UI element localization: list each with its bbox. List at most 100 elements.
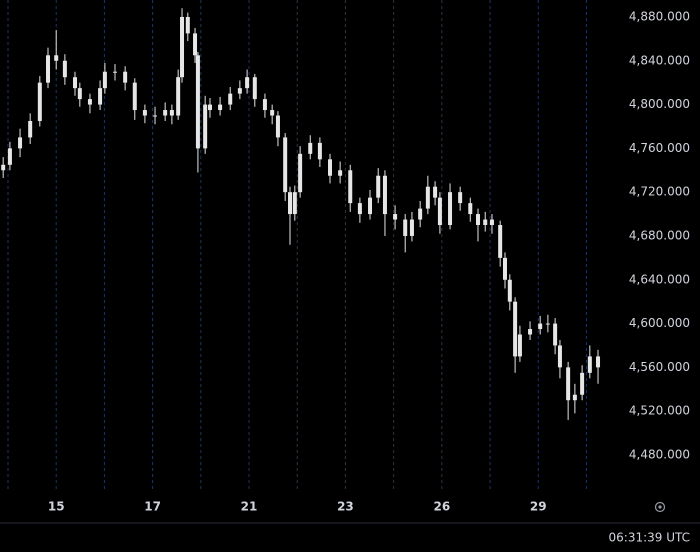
candle-body — [287, 192, 292, 215]
candle-body — [46, 55, 51, 83]
y-tick-label: 4,480.000 — [629, 447, 690, 461]
candle-body — [18, 137, 23, 149]
candle-body — [275, 115, 280, 138]
candle-body — [498, 225, 503, 258]
candle-body — [528, 329, 533, 335]
candle-body — [513, 301, 518, 357]
y-tick-label: 4,720.000 — [629, 185, 690, 199]
candle-body — [163, 110, 168, 116]
y-tick-label: 4,800.000 — [629, 97, 690, 111]
candle-body — [123, 71, 128, 83]
candle-body — [195, 55, 200, 149]
candle-body — [270, 110, 275, 116]
candle-body — [62, 60, 67, 78]
candle-body — [37, 82, 42, 121]
candle-body — [517, 334, 522, 357]
candle-body — [418, 208, 423, 220]
candle-body — [228, 93, 233, 105]
candle-body — [102, 71, 107, 89]
candle-body — [557, 345, 562, 368]
candle-body — [596, 356, 601, 368]
y-tick-label: 4,840.000 — [629, 53, 690, 67]
settings-icon[interactable] — [654, 501, 666, 513]
candle-body — [54, 55, 59, 61]
candle-body — [489, 219, 494, 226]
candle-body — [545, 323, 550, 325]
candle-body — [409, 219, 414, 236]
settings-ring — [654, 501, 666, 513]
candle-body — [1, 164, 6, 171]
x-tick-label: 17 — [144, 500, 161, 514]
candle-body — [553, 323, 558, 346]
candle-body — [393, 214, 398, 220]
candle-body — [207, 104, 212, 111]
plot: 15 17 21 23 26 29 4,480.000 4,520.000 4,560.000 4… — [1, 0, 690, 514]
x-tick-label: 29 — [530, 500, 547, 514]
candle-body — [245, 77, 250, 89]
candle-body — [237, 88, 242, 94]
candle-body — [252, 77, 257, 100]
candle-body — [507, 279, 512, 302]
candle-body — [572, 394, 577, 401]
candle-body — [283, 137, 288, 193]
candle-body — [73, 77, 78, 89]
candle-body — [376, 175, 381, 198]
x-tick-label: 21 — [241, 500, 258, 514]
candle-body — [437, 197, 442, 226]
x-tick-label: 26 — [433, 500, 450, 514]
candle-body — [193, 33, 198, 56]
y-tick-label: 4,880.000 — [629, 9, 690, 23]
y-tick-label: 4,560.000 — [629, 360, 690, 374]
candle-body — [185, 16, 190, 34]
candle-body — [328, 159, 333, 176]
candle-body — [292, 192, 297, 215]
candle-body — [468, 203, 473, 215]
candle-body — [475, 214, 480, 226]
candle-body — [153, 115, 158, 117]
candle-body — [142, 110, 147, 116]
settings-dot — [658, 505, 662, 509]
candle-body — [382, 175, 387, 215]
candle-body — [317, 142, 322, 160]
candle-body — [483, 219, 488, 226]
y-tick-label: 4,520.000 — [629, 404, 690, 418]
x-tick-label: 15 — [48, 500, 65, 514]
candle-body — [176, 77, 181, 116]
candle-body — [180, 16, 185, 78]
candle-body — [538, 323, 543, 330]
candle-body — [169, 110, 174, 116]
candle-body — [425, 186, 430, 209]
candle-body — [566, 367, 571, 401]
candle-body — [87, 99, 92, 105]
candle-body — [98, 88, 103, 105]
y-tick-label: 4,760.000 — [629, 141, 690, 155]
candle-body — [113, 71, 118, 73]
y-tick-label: 4,640.000 — [629, 272, 690, 286]
candle-body — [308, 142, 313, 154]
candle-body — [368, 197, 373, 215]
candle-body — [458, 192, 463, 204]
candle-body — [28, 120, 33, 138]
candle-body — [433, 186, 438, 198]
candle-body — [338, 170, 343, 176]
candle-body — [7, 148, 12, 165]
candle-body — [403, 219, 408, 236]
candle-body — [357, 203, 362, 215]
candle-body — [77, 88, 82, 100]
y-tick-label: 4,600.000 — [629, 316, 690, 330]
candle-body — [448, 192, 453, 226]
candle-body — [132, 82, 137, 111]
clock: 06:31:39 UTC — [609, 531, 691, 545]
candle-body — [218, 104, 223, 111]
candle-body — [580, 372, 585, 395]
candle-body — [262, 99, 267, 111]
y-tick-label: 4,680.000 — [629, 228, 690, 242]
candle-body — [587, 356, 592, 373]
candle-body — [203, 104, 208, 149]
candle-body — [298, 153, 303, 193]
x-tick-label: 23 — [337, 500, 354, 514]
candle-body — [348, 170, 353, 204]
candle-body — [502, 257, 507, 280]
